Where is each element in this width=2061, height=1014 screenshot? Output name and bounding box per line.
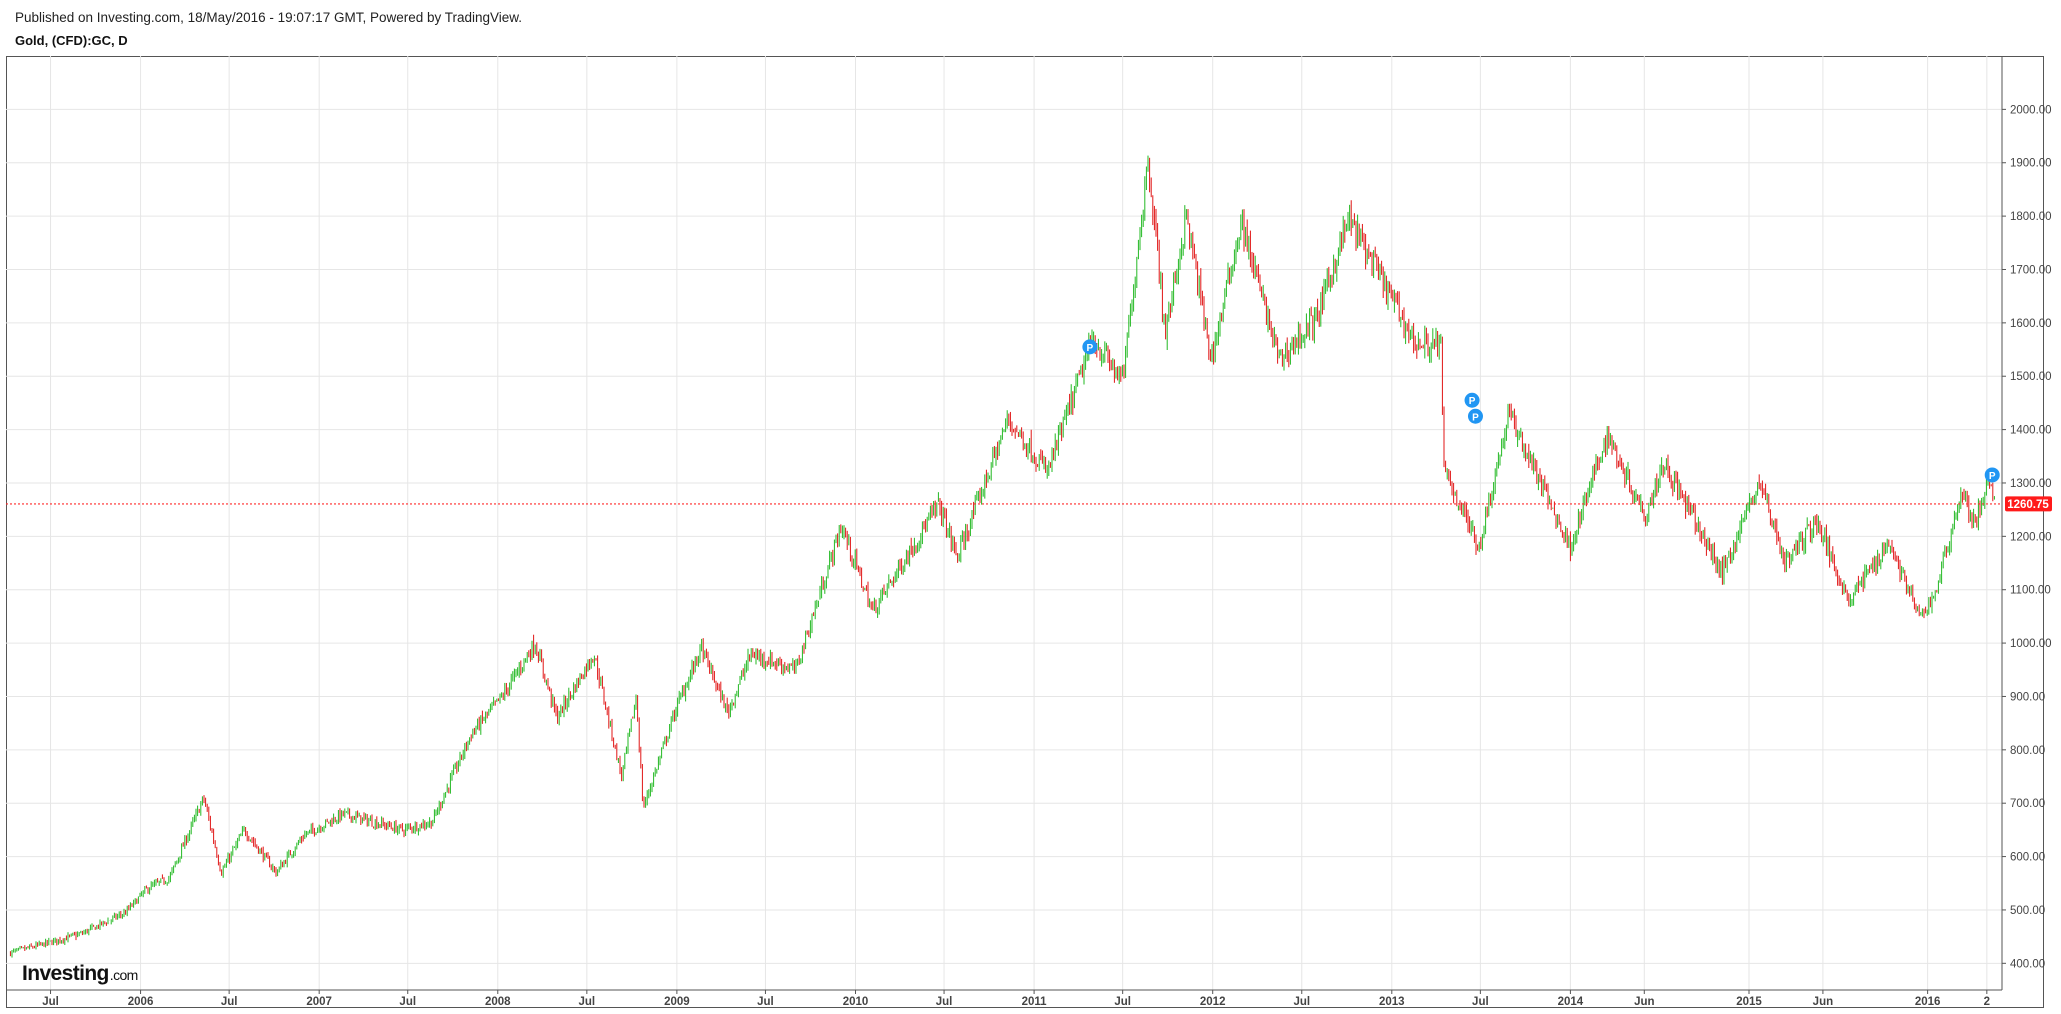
marker-circle — [1082, 339, 1098, 355]
y-tick-label: 500.00 — [2010, 905, 2045, 917]
marker-label: P — [1469, 396, 1476, 407]
last-price-label: 1260.75 — [2007, 499, 2049, 511]
y-tick-label: 600.00 — [2010, 852, 2045, 864]
x-tick-label: 2006 — [128, 996, 154, 1008]
y-tick-label: 1500.00 — [2010, 371, 2052, 383]
x-tick-label: Jul — [757, 996, 774, 1008]
x-tick-label: Jul — [1114, 996, 1131, 1008]
logo-main: Investing — [22, 962, 109, 985]
x-tick-label: 2014 — [1558, 996, 1584, 1008]
marker-circle — [1467, 408, 1483, 424]
marker-label: P — [1989, 471, 1996, 482]
y-axis-ticks: 400.00 500.00 600.00 700.00 800.00 900.00 1000… — [2002, 104, 2052, 970]
y-tick-label: 400.00 — [2010, 958, 2045, 970]
candles — [9, 155, 1995, 958]
x-tick-label: Jul — [1472, 996, 1489, 1008]
marker-circle — [1984, 467, 2000, 483]
y-tick-label: 1200.00 — [2010, 531, 2052, 543]
x-tick-label: Jun — [1813, 996, 1833, 1008]
x-axis-ticks: Jul 2006 Jul 2007 Jul 2008 Jul 2009 Jul 2010 Jul 20… — [42, 990, 1990, 1008]
x-tick-label: Jul — [221, 996, 238, 1008]
y-tick-label: 1800.00 — [2010, 211, 2052, 223]
x-tick-label: 2008 — [485, 996, 511, 1008]
x-tick-label: Jul — [399, 996, 416, 1008]
y-tick-label: 1000.00 — [2010, 638, 2052, 650]
y-tick-label: 1400.00 — [2010, 425, 2052, 437]
last-price-badge — [2005, 496, 2052, 512]
x-tick-label: 2015 — [1736, 996, 1762, 1008]
marker-p-icon[interactable]: P — [1984, 467, 2000, 483]
x-tick-label: 2016 — [1915, 996, 1941, 1008]
x-tick-label: 2009 — [664, 996, 690, 1008]
published-info: Published on Investing.com, 18/May/2016 … — [15, 10, 523, 25]
x-tick-label: 2007 — [306, 996, 332, 1008]
y-tick-label: 700.00 — [2010, 798, 2045, 810]
x-tick-label: 2012 — [1200, 996, 1226, 1008]
marker-label: P — [1087, 343, 1094, 354]
x-tick-label: Jul — [42, 996, 59, 1008]
marker-p-icon[interactable]: P — [1082, 339, 1098, 355]
x-tick-label: Jul — [936, 996, 953, 1008]
x-tick-label: Jul — [1293, 996, 1310, 1008]
x-tick-label: Jun — [1634, 996, 1654, 1008]
x-tick-label: 2 — [1984, 996, 1990, 1008]
y-tick-label: 1300.00 — [2010, 478, 2052, 490]
svg-text:Investing.com: Investing.com — [22, 962, 138, 985]
y-tick-label: 1900.00 — [2010, 158, 2052, 170]
investing-logo[interactable]: Investing.com — [22, 962, 138, 985]
y-tick-label: 1100.00 — [2010, 585, 2051, 597]
x-tick-label: 2013 — [1379, 996, 1405, 1008]
axes — [6, 56, 2003, 991]
marker-p-icon[interactable]: P — [1467, 408, 1483, 424]
marker-p-icon[interactable]: P — [1464, 392, 1480, 408]
y-tick-label: 1700.00 — [2010, 264, 2052, 276]
last-price: 1260.75 — [6, 496, 2052, 512]
symbol-title: Gold, (CFD):GC, D — [15, 33, 128, 48]
marker-label: P — [1472, 412, 1479, 423]
chart-frame — [6, 56, 2044, 1008]
x-tick-label: 2011 — [1022, 996, 1048, 1008]
grid-lines — [6, 56, 2002, 990]
x-tick-label: Jul — [579, 996, 596, 1008]
y-tick-label: 2000.00 — [2010, 104, 2052, 116]
y-tick-label: 800.00 — [2010, 745, 2045, 757]
x-tick-label: 2010 — [843, 996, 869, 1008]
y-tick-label: 900.00 — [2010, 691, 2045, 703]
logo-suffix: .com — [110, 967, 138, 983]
y-tick-label: 1600.00 — [2010, 318, 2052, 330]
marker-circle — [1464, 392, 1480, 408]
